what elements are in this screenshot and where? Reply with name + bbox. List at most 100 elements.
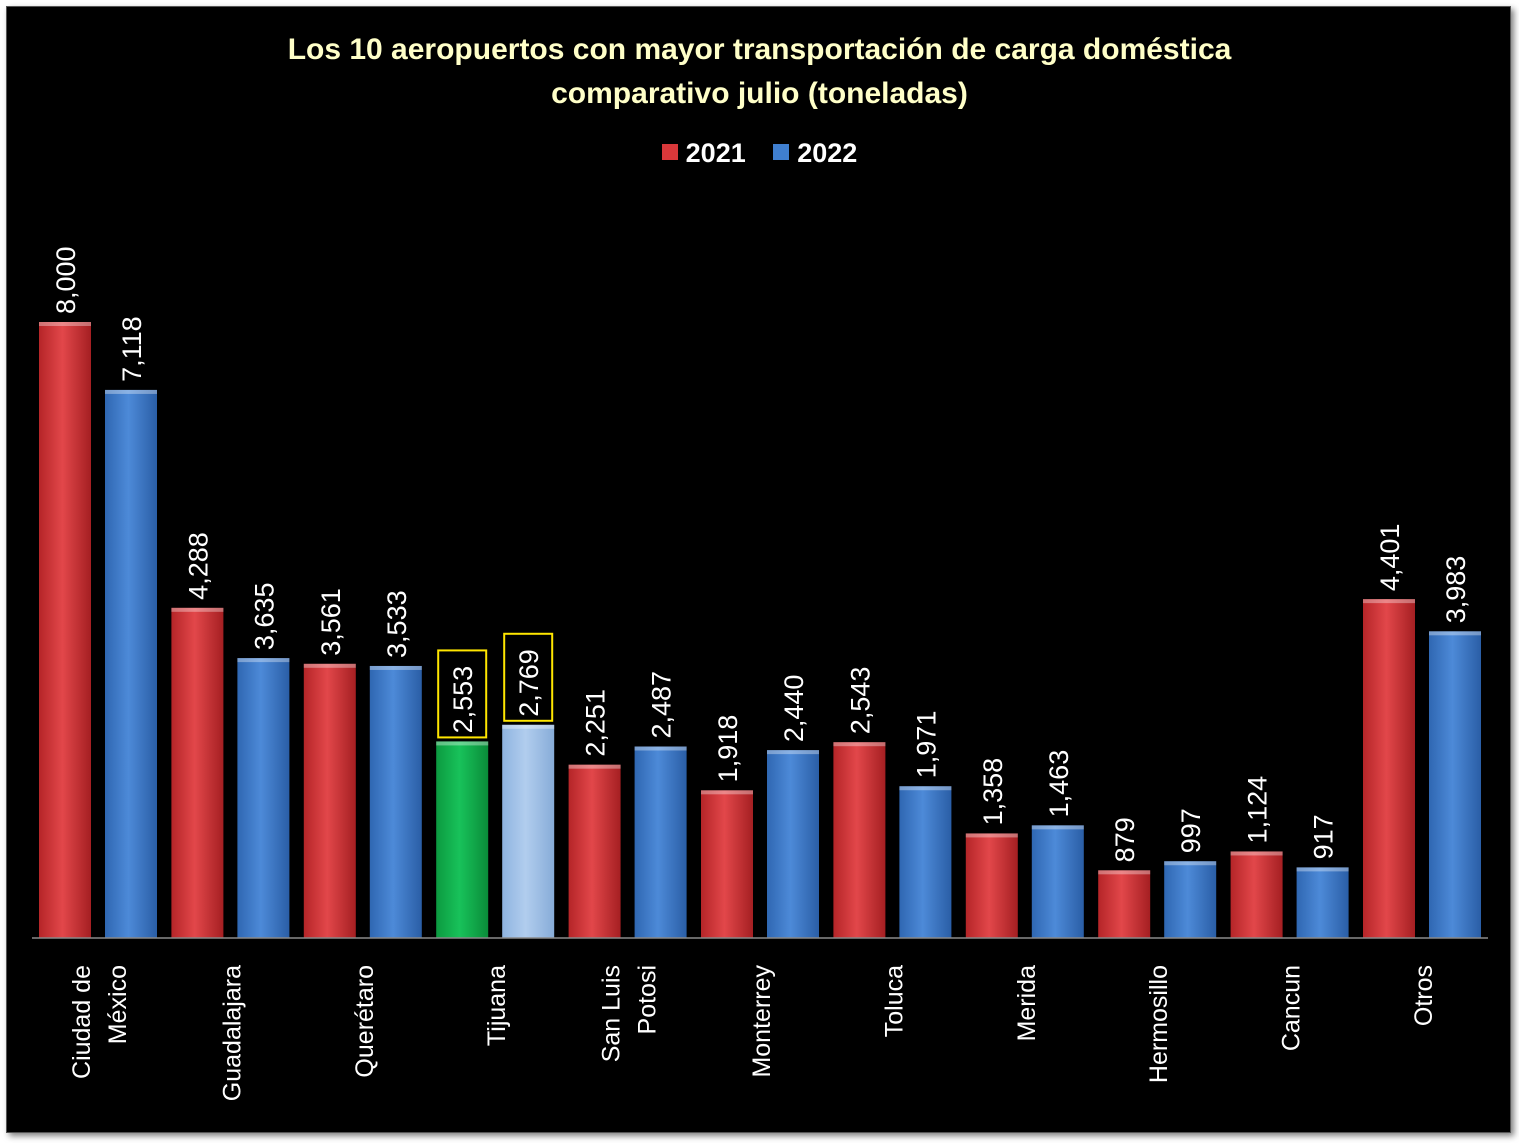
- bar-cap-ciudad-de-mexico-2022: [105, 389, 157, 394]
- category-label-tijuana: Tijuana: [483, 965, 511, 1046]
- bar-guadalajara-2022: [237, 658, 290, 938]
- bar-queretaro-2021: [303, 663, 356, 938]
- category-label-line: Guadalajara: [218, 965, 246, 1101]
- bar-monterrey-2022: [767, 750, 819, 938]
- data-label-otros-2022: 3,983: [1441, 556, 1471, 624]
- bar-cap-ciudad-de-mexico-2021: [39, 322, 91, 326]
- data-label-guadalajara-2022: 3,635: [249, 583, 279, 651]
- legend-label-2021: 2021: [685, 138, 746, 168]
- bar-cap-monterrey-2022: [767, 750, 819, 755]
- bar-cap-san-luis-potosi-2021: [568, 764, 621, 769]
- data-label-merida-2022: 1,463: [1044, 750, 1074, 818]
- category-label-cancun: Cancun: [1278, 965, 1306, 1051]
- data-label-guadalajara-2021: 4,288: [183, 532, 213, 600]
- category-label-line: San Luis: [598, 965, 626, 1062]
- bar-cancun-2022: [1296, 867, 1349, 938]
- data-label-queretaro-2022: 3,533: [382, 590, 412, 658]
- data-label-monterrey-2022: 2,440: [779, 675, 809, 743]
- data-label-tijuana-2021: 2,553: [448, 666, 478, 734]
- bar-cap-guadalajara-2022: [237, 658, 290, 663]
- data-label-hermosillo-2022: 997: [1176, 808, 1206, 853]
- bar-ciudad-de-mexico-2021: [39, 322, 91, 938]
- data-label-otros-2021: 4,401: [1375, 524, 1405, 592]
- data-labels-group: 8,000 7,118 4,288 3,635 3,561 3,533 2,553 2,769…: [51, 246, 1471, 862]
- bar-cap-san-luis-potosi-2022: [634, 746, 687, 751]
- chart-subtitle: comparativo julio (toneladas): [551, 77, 968, 110]
- bar-otros-2021: [1363, 599, 1415, 938]
- bar-cap-hermosillo-2021: [1098, 870, 1151, 875]
- category-label-line: Potosi: [634, 965, 662, 1034]
- bar-cap-cancun-2021: [1230, 851, 1283, 856]
- chart-title: Los 10 aeropuertos con mayor transportac…: [0, 28, 1519, 116]
- bar-monterrey-2021: [701, 790, 753, 938]
- bar-cap-hermosillo-2022: [1164, 861, 1217, 866]
- category-label-line: México: [104, 965, 132, 1044]
- bar-cap-toluca-2021: [833, 742, 886, 747]
- bar-ciudad-de-mexico-2022: [105, 389, 157, 938]
- category-label-line: Tijuana: [483, 965, 511, 1046]
- category-label-queretaro: Querétaro: [351, 965, 379, 1078]
- bar-cap-otros-2021: [1363, 599, 1415, 604]
- data-label-cancun-2022: 917: [1309, 814, 1339, 859]
- bar-merida-2022: [1031, 825, 1084, 938]
- bar-cap-cancun-2022: [1296, 867, 1349, 872]
- category-label-toluca: Toluca: [880, 965, 908, 1037]
- highlight-label-box-2021: [437, 649, 488, 739]
- bar-otros-2022: [1429, 631, 1481, 938]
- data-label-tijuana-2022: 2,769: [514, 649, 544, 717]
- legend-item-2021: 2021: [661, 138, 746, 169]
- chart-frame: [6, 6, 1511, 1133]
- data-label-hermosillo-2021: 879: [1110, 817, 1140, 862]
- bar-hermosillo-2022: [1164, 861, 1217, 938]
- bar-guadalajara-2021: [171, 607, 224, 938]
- legend: 2021 2022: [0, 138, 1519, 169]
- legend-swatch-2022: [773, 144, 790, 160]
- highlight-label-box-2022: [503, 632, 554, 722]
- bar-toluca-2022: [899, 786, 952, 938]
- bar-cap-guadalajara-2021: [171, 607, 224, 612]
- bar-san-luis-potosi-2021: [568, 764, 621, 938]
- category-label-ciudad-de-mexico: Ciudad de México: [68, 965, 132, 1079]
- data-label-ciudad-de-mexico-2022: 7,118: [117, 316, 147, 382]
- category-label-hermosillo: Hermosillo: [1145, 965, 1173, 1083]
- category-label-line: Toluca: [880, 965, 908, 1037]
- bar-tijuana-2022: [502, 724, 555, 938]
- bar-hermosillo-2021: [1098, 870, 1151, 938]
- category-labels-group: Ciudad de México Guadalajara Querétaro Tijua…: [68, 965, 1438, 1102]
- bars-group: [39, 322, 1481, 938]
- category-label-line: Hermosillo: [1145, 965, 1173, 1083]
- legend-label-2022: 2022: [797, 138, 858, 168]
- bar-cap-queretaro-2022: [369, 665, 422, 670]
- bar-san-luis-potosi-2022: [634, 746, 687, 938]
- category-label-line: Querétaro: [351, 965, 379, 1078]
- bar-cap-merida-2022: [1031, 825, 1084, 830]
- data-label-merida-2021: 1,358: [978, 758, 1008, 826]
- data-label-monterrey-2021: 1,918: [713, 715, 743, 783]
- bar-cap-queretaro-2021: [303, 663, 356, 668]
- bar-cap-merida-2021: [965, 833, 1018, 838]
- bar-merida-2021: [965, 833, 1018, 938]
- data-label-ciudad-de-mexico-2021: 8,000: [51, 246, 81, 314]
- data-label-cancun-2021: 1,124: [1243, 776, 1273, 844]
- bar-cap-monterrey-2021: [701, 790, 753, 795]
- category-label-guadalajara: Guadalajara: [218, 965, 246, 1101]
- category-label-san-luis-potosi: San Luis Potosi: [598, 965, 662, 1062]
- data-label-queretaro-2021: 3,561: [316, 588, 346, 656]
- category-label-line: Ciudad de: [68, 965, 96, 1079]
- bar-toluca-2021: [833, 742, 886, 938]
- bar-queretaro-2022: [369, 665, 422, 938]
- legend-swatch-2021: [661, 144, 678, 160]
- category-label-line: Monterrey: [748, 965, 776, 1078]
- category-label-line: Cancun: [1278, 965, 1306, 1051]
- category-label-merida: Merida: [1013, 965, 1041, 1042]
- bar-tijuana-2021: [436, 741, 489, 938]
- category-label-otros: Otros: [1410, 965, 1438, 1026]
- bar-cancun-2021: [1230, 851, 1283, 938]
- category-label-line: Merida: [1013, 965, 1041, 1042]
- bar-cap-toluca-2022: [899, 786, 952, 791]
- legend-item-2022: 2022: [773, 138, 857, 169]
- bar-cap-tijuana-2022: [502, 724, 555, 729]
- data-label-san-luis-potosi-2022: 2,487: [647, 671, 677, 739]
- chart-title-line-1: Los 10 aeropuertos con mayor transportac…: [287, 33, 1232, 66]
